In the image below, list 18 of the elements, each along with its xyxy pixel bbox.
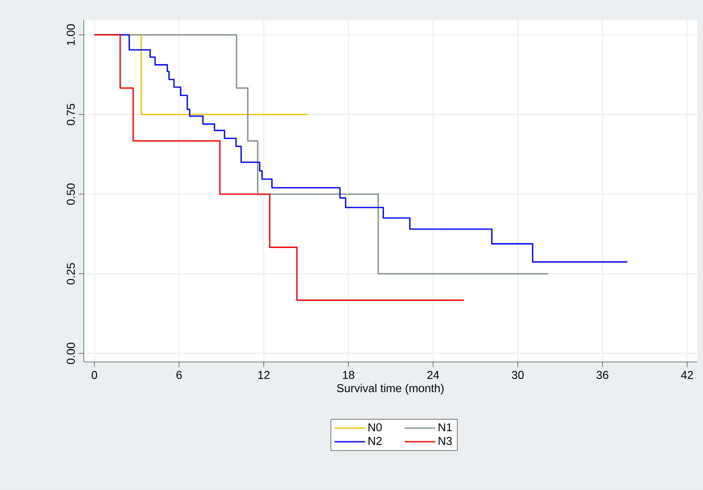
y-tick-label: 0.50 (66, 184, 75, 205)
x-tick-label: 12 (258, 371, 270, 379)
y-tick-label: 0.75 (66, 104, 75, 126)
legend-label: N2 (368, 437, 382, 445)
x-tick-label: 24 (427, 371, 440, 379)
y-tick-label: 0.25 (66, 263, 75, 284)
y-tick-label: 1.00 (66, 24, 75, 46)
legend-label: N3 (438, 437, 452, 446)
x-tick-label: 18 (342, 371, 354, 380)
x-tick-label: 42 (681, 371, 693, 379)
x-tick-label: 6 (176, 371, 182, 380)
x-axis-title: Survival time (month) (337, 384, 444, 395)
x-tick-label: 0 (92, 371, 98, 380)
legend-label: N0 (368, 423, 382, 432)
legend-label: N1 (438, 423, 452, 432)
x-tick-label: 30 (512, 371, 524, 380)
y-tick-label: 0.00 (66, 342, 75, 364)
x-tick-label: 36 (596, 371, 608, 380)
